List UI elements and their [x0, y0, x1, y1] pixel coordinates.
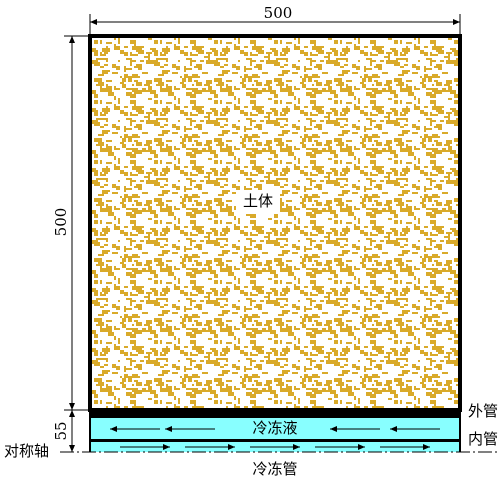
inner-pipe — [90, 439, 460, 442]
soil-region — [90, 36, 460, 410]
axis-label: 对称轴 — [4, 442, 49, 460]
coolant-outer — [90, 418, 460, 440]
width-label: 500 — [264, 4, 293, 22]
outer-pipe — [90, 410, 460, 418]
inner-pipe-label: 内管 — [468, 430, 498, 448]
height-label: 500 — [52, 208, 70, 237]
freeze-pipe-label: 冷冻管 — [252, 460, 297, 478]
soil-label: 土体 — [243, 192, 273, 210]
label-bg — [236, 190, 280, 214]
coolant-label: 冷冻液 — [252, 419, 297, 437]
flow-arrows — [110, 426, 440, 450]
outer-pipe-label: 外管 — [468, 402, 498, 420]
pipe-size-label: 55 — [52, 421, 70, 440]
